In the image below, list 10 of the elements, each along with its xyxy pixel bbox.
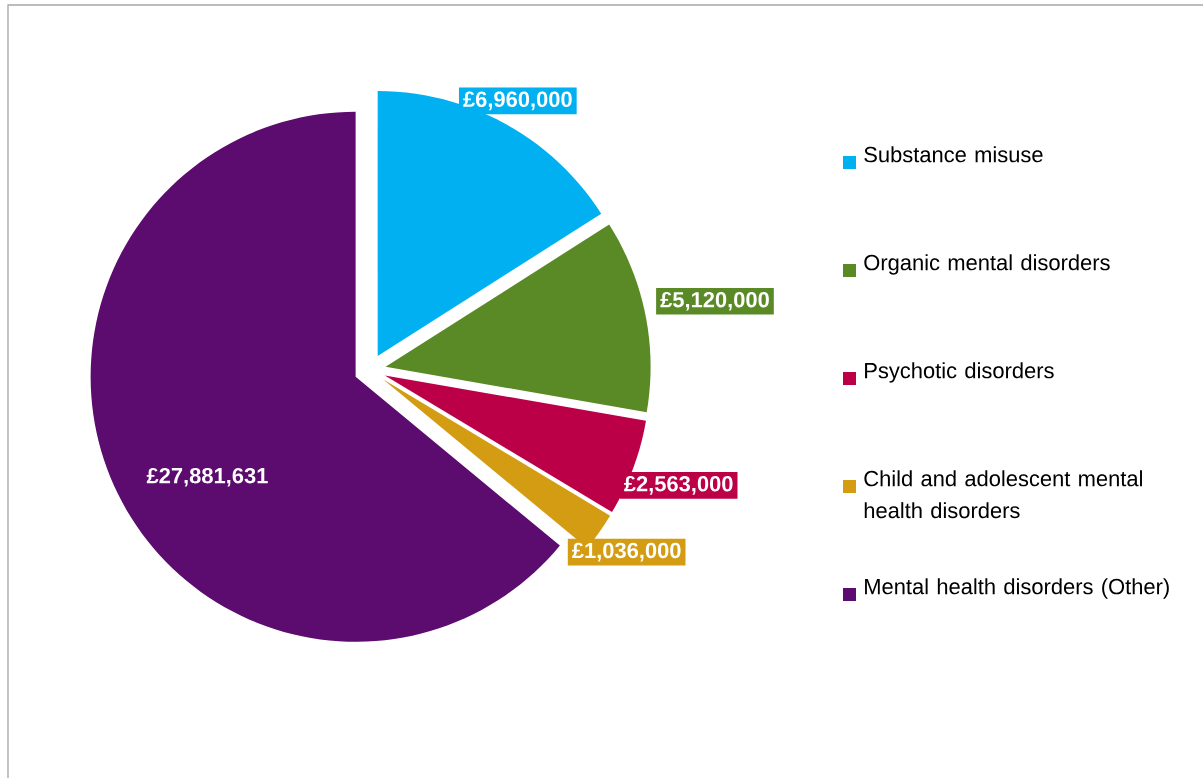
legend-label: Child and adolescent mental health disorders <box>864 470 1142 519</box>
legend-label: Substance misuse <box>864 146 1043 163</box>
data-label: £27,881,631 <box>146 467 268 487</box>
data-label: £1,036,000 <box>572 542 681 562</box>
legend-label: Psychotic disorders <box>865 362 1054 383</box>
legend-label: Organic mental disorders <box>864 254 1110 275</box>
data-label: £2,563,000 <box>624 475 733 495</box>
legend-label: Mental health disorders (Other) <box>865 578 1169 599</box>
data-label: £6,960,000 <box>463 91 572 111</box>
data-label: £5,120,000 <box>660 291 769 311</box>
